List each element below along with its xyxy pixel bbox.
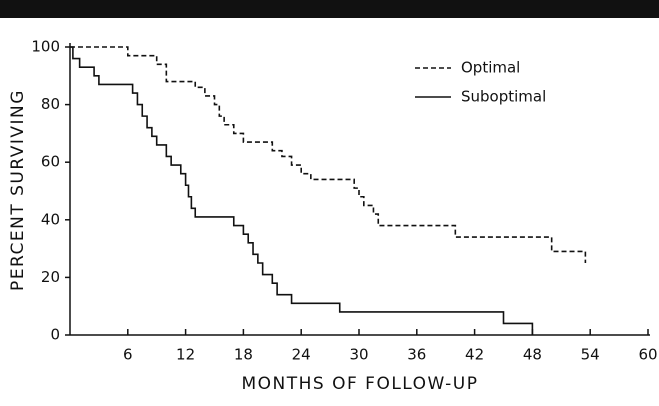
legend-label: Suboptimal: [461, 88, 546, 106]
x-tick-label: 36: [407, 346, 426, 364]
y-tick-label: 100: [31, 38, 60, 56]
y-tick-label: 20: [41, 268, 60, 286]
x-tick-label: 18: [234, 346, 253, 364]
survival-line: [70, 46, 587, 263]
legend-label: Optimal: [461, 59, 520, 77]
x-tick-label: 30: [349, 346, 368, 364]
y-tick-label: 80: [41, 95, 60, 113]
y-tick-label: 60: [41, 153, 60, 171]
x-tick-label: 60: [638, 346, 657, 364]
y-axis-title: PERCENT SURVIVING: [8, 89, 28, 291]
survival-line: [70, 46, 534, 335]
top-bar: [0, 0, 659, 18]
x-axis-title: MONTHS OF FOLLOW-UP: [241, 374, 478, 394]
x-tick-label: 54: [581, 346, 600, 364]
x-tick-label: 42: [465, 346, 484, 364]
x-tick-label: 6: [123, 346, 133, 364]
x-tick-label: 48: [523, 346, 542, 364]
y-tick-label: 40: [41, 210, 60, 228]
x-tick-label: 24: [292, 346, 311, 364]
x-tick-label: 12: [176, 346, 195, 364]
y-tick-label: 0: [50, 326, 60, 344]
